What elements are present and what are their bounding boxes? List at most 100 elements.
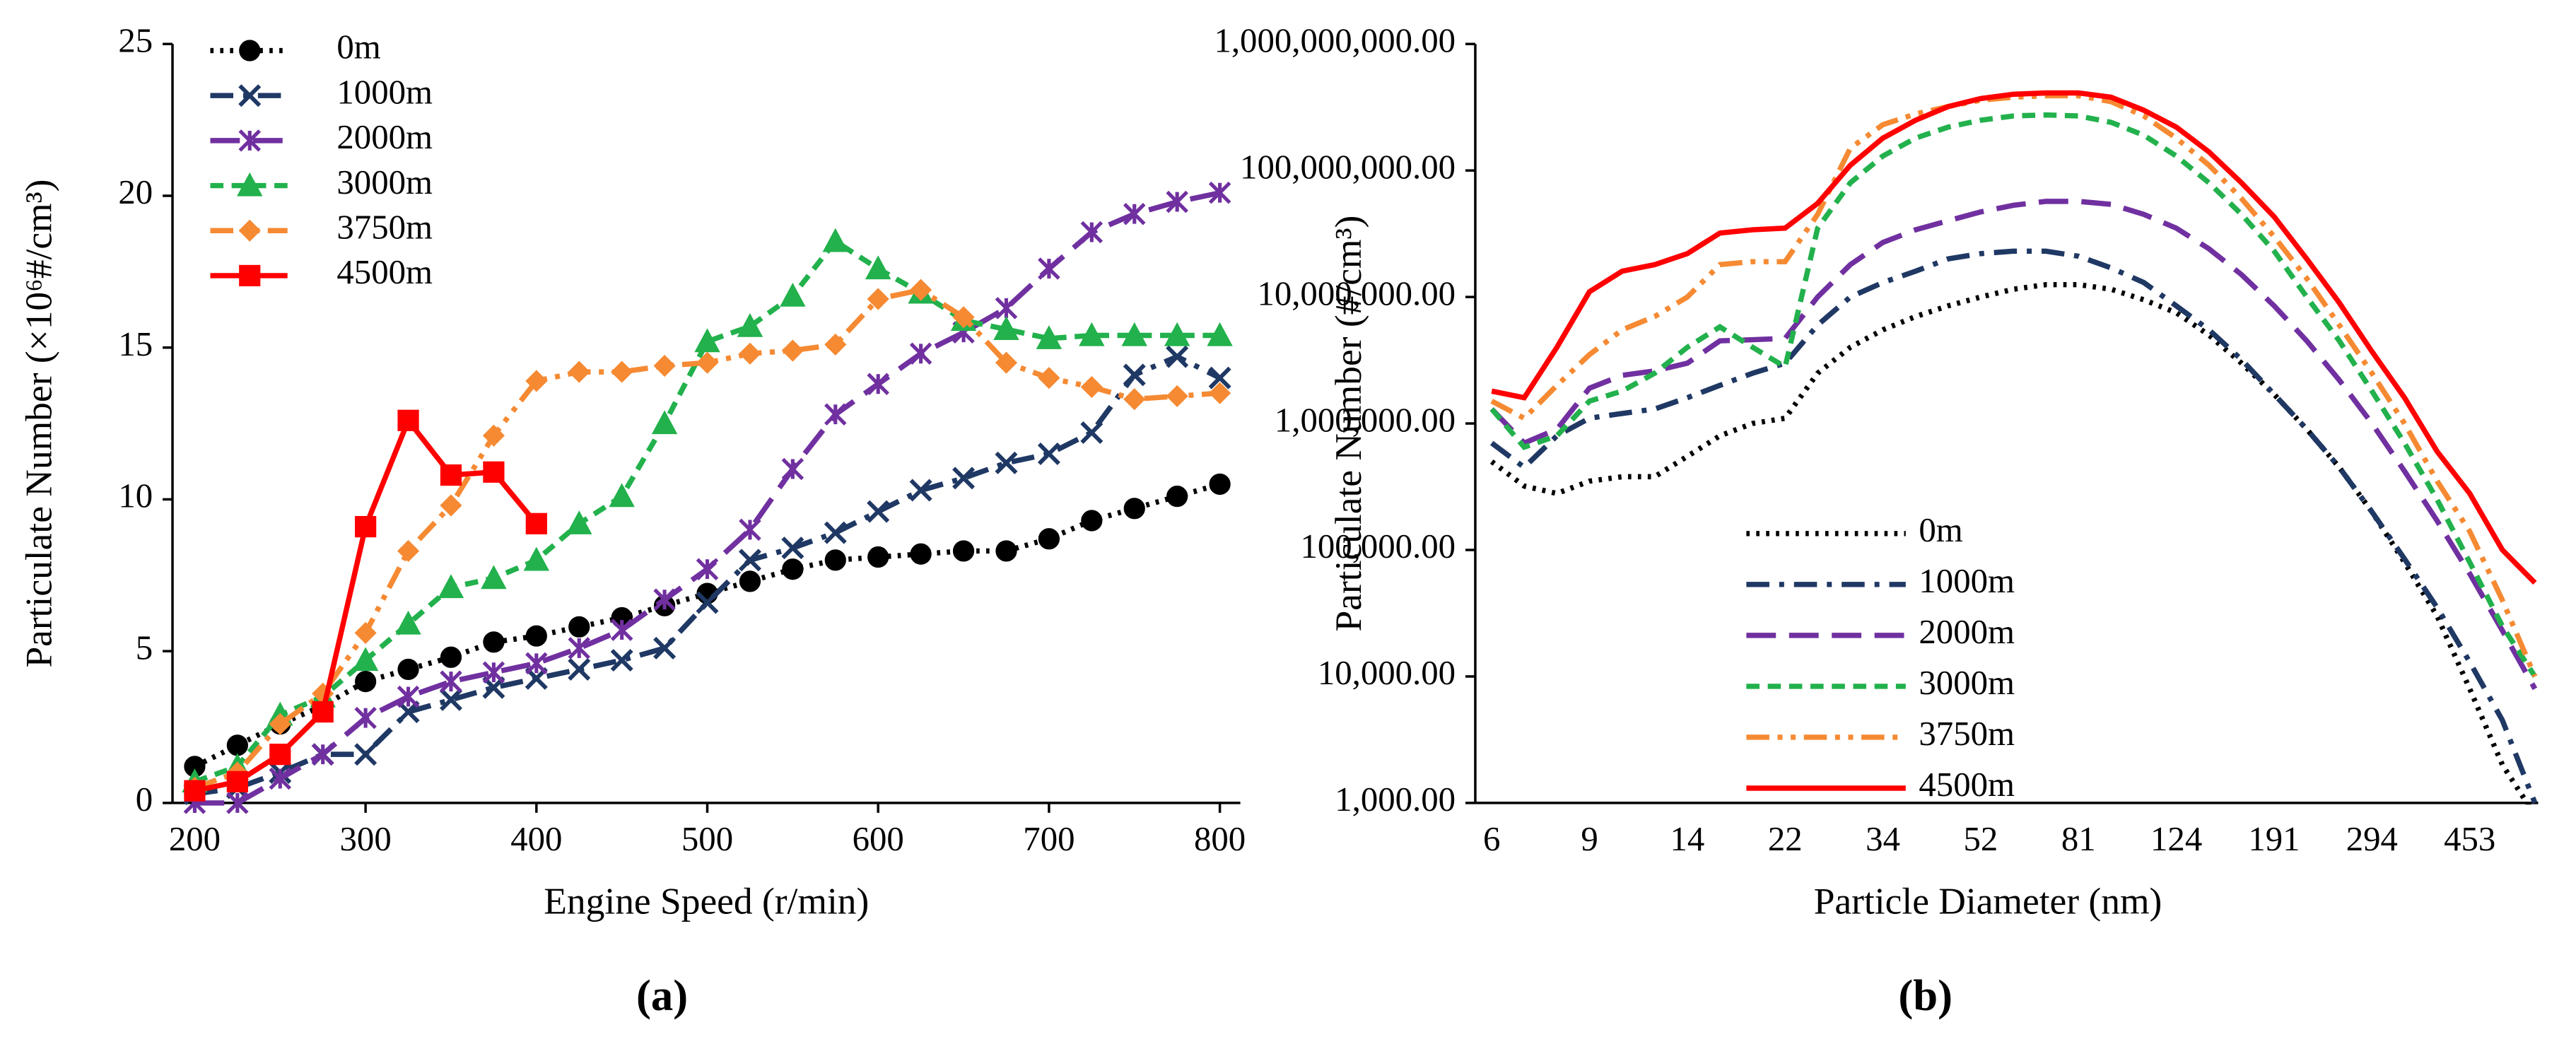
legend-label: 3000m	[336, 163, 433, 201]
x-tick-label: 300	[340, 820, 392, 858]
x-tick-label: 294	[2346, 820, 2398, 858]
marker	[482, 661, 505, 684]
marker	[694, 328, 720, 353]
marker	[610, 619, 633, 641]
legend-label: 1000m	[1919, 562, 2015, 600]
caption: (a)	[636, 971, 688, 1020]
y-tick-label: 0	[136, 780, 153, 819]
y-axis-label: Particulate Number (×10⁶#/cm³)	[18, 180, 60, 668]
legend-label: 1000m	[336, 73, 433, 111]
marker	[867, 500, 890, 523]
marker	[440, 670, 462, 693]
marker	[269, 713, 291, 735]
marker	[269, 744, 291, 766]
marker	[226, 792, 249, 814]
marker	[739, 570, 761, 592]
marker	[1207, 322, 1233, 346]
x-tick-label: 81	[2061, 820, 2096, 858]
marker	[696, 591, 719, 614]
series-line	[1489, 112, 2538, 678]
marker	[653, 588, 676, 611]
marker	[523, 546, 550, 571]
marker	[1123, 388, 1146, 411]
marker	[226, 770, 248, 792]
marker	[1209, 382, 1231, 404]
marker	[440, 494, 462, 517]
x-tick-label: 400	[510, 820, 562, 858]
marker	[397, 409, 419, 431]
x-tick-label: 22	[1768, 820, 1803, 858]
marker	[995, 351, 1018, 374]
marker	[269, 767, 292, 790]
marker	[651, 410, 678, 435]
marker	[1080, 375, 1103, 399]
marker	[993, 316, 1019, 341]
marker	[867, 288, 889, 310]
legend-label: 4500m	[336, 253, 433, 291]
marker	[995, 540, 1017, 562]
marker	[1166, 190, 1188, 213]
y-tick-label: 25	[118, 21, 153, 59]
marker	[354, 621, 377, 644]
marker	[824, 549, 846, 571]
marker	[865, 255, 891, 280]
series-line	[1489, 199, 2538, 691]
series-line	[193, 481, 1221, 769]
marker	[738, 549, 761, 572]
marker	[568, 616, 590, 638]
marker	[238, 129, 261, 152]
marker	[952, 467, 976, 490]
marker	[440, 464, 462, 486]
x-tick-label: 800	[1194, 820, 1246, 858]
marker	[397, 658, 419, 681]
marker	[352, 647, 379, 672]
marker	[525, 512, 547, 534]
marker	[1080, 421, 1103, 444]
marker	[952, 306, 975, 329]
marker	[1208, 366, 1231, 389]
marker	[483, 631, 505, 653]
marker	[824, 521, 847, 544]
marker	[395, 610, 421, 635]
x-tick-label: 52	[1964, 820, 1998, 858]
x-tick-label: 700	[1023, 820, 1075, 858]
marker	[354, 706, 377, 729]
y-tick-label: 15	[118, 325, 153, 363]
marker	[482, 424, 505, 447]
marker	[867, 373, 889, 395]
marker	[952, 540, 975, 562]
marker	[481, 565, 507, 590]
legend-label: 0m	[1919, 511, 1962, 549]
marker	[1123, 202, 1146, 225]
marker	[867, 546, 889, 568]
y-tick-label: 1,000,000,000.00	[1214, 21, 1456, 59]
marker	[609, 483, 635, 508]
marker	[909, 479, 932, 502]
marker	[1036, 325, 1062, 349]
marker	[237, 172, 263, 197]
marker	[238, 84, 262, 107]
marker	[355, 515, 377, 538]
marker	[910, 543, 932, 565]
marker	[1080, 221, 1103, 244]
x-tick-label: 6	[1483, 820, 1500, 858]
marker	[739, 342, 761, 365]
marker	[566, 510, 592, 534]
marker	[1208, 181, 1231, 204]
y-tick-label: 10,000.00	[1318, 654, 1456, 692]
x-tick-label: 200	[169, 820, 221, 858]
marker	[696, 558, 719, 580]
marker	[397, 539, 420, 563]
marker	[653, 354, 676, 377]
marker	[739, 518, 761, 541]
marker	[610, 649, 633, 672]
marker	[822, 228, 849, 252]
marker	[184, 780, 206, 802]
marker	[696, 351, 719, 374]
marker	[1038, 528, 1060, 550]
marker	[780, 282, 806, 307]
x-axis-label: Particle Diameter (nm)	[1814, 879, 2162, 922]
series-line	[1491, 90, 2537, 585]
marker	[438, 574, 464, 599]
